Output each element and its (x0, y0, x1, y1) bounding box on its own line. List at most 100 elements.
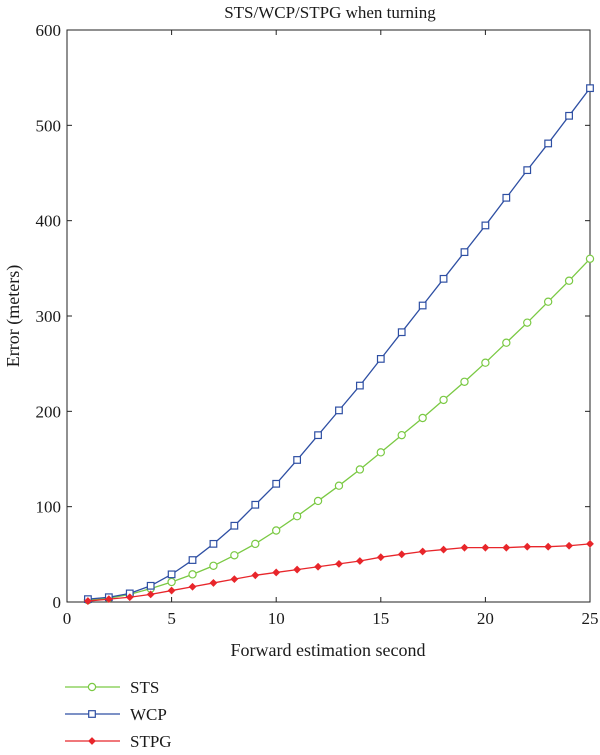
series-stpg (84, 539, 594, 605)
data-point-stpg (251, 571, 260, 580)
legend-item-stpg: STPG (65, 732, 172, 751)
data-point-stpg (586, 539, 594, 548)
data-point-wcp (230, 521, 239, 530)
data-point-wcp (335, 406, 343, 415)
x-axis-ticks: 0 5 10 15 20 25 (63, 30, 599, 628)
data-point-wcp (209, 539, 218, 548)
data-point-sts (230, 551, 239, 560)
data-point-wcp (418, 301, 427, 310)
data-point-wcp (586, 84, 594, 93)
series-sts (83, 254, 595, 605)
x-tick-label: 0 (63, 609, 72, 628)
data-point-sts (188, 570, 197, 579)
data-point-wcp (188, 556, 197, 564)
legend-label-stpg: STPG (130, 732, 172, 751)
data-point-wcp (355, 381, 364, 390)
y-axis-ticks: 0 100 200 300 400 500 600 (36, 21, 590, 612)
data-point-wcp (544, 139, 553, 148)
data-point-stpg (355, 557, 364, 565)
x-axis-label: Forward estimation second (231, 640, 426, 660)
y-tick-label: 200 (36, 402, 62, 421)
data-point-wcp (523, 166, 532, 175)
data-point-stpg (544, 542, 553, 551)
x-tick-label: 25 (582, 609, 599, 628)
series-wcp (84, 84, 594, 604)
data-point-wcp (314, 431, 322, 440)
y-tick-label: 400 (36, 212, 62, 231)
data-point-sts (292, 512, 302, 521)
data-point-sts (481, 358, 490, 367)
data-point-stpg (335, 559, 343, 568)
data-point-wcp (376, 355, 385, 363)
data-point-sts (313, 496, 323, 506)
data-point-sts (523, 318, 532, 327)
legend-label-sts: STS (130, 678, 159, 697)
legend-item-wcp: WCP (65, 705, 167, 724)
data-point-sts (334, 481, 344, 490)
x-tick-label: 10 (268, 609, 285, 628)
x-tick-label: 20 (477, 609, 494, 628)
data-point-stpg (397, 550, 406, 559)
legend-marker-stpg (88, 737, 96, 745)
data-point-sts (167, 577, 176, 587)
data-point-wcp (293, 456, 302, 464)
data-point-sts (585, 254, 595, 263)
data-point-stpg (167, 586, 176, 595)
legend-label-wcp: WCP (130, 705, 167, 724)
data-point-sts (418, 413, 427, 423)
y-axis-label: Error (meters) (3, 265, 24, 367)
data-point-stpg (188, 582, 197, 591)
data-point-sts (272, 526, 281, 535)
data-point-stpg (272, 568, 281, 577)
data-point-stpg (104, 595, 113, 604)
series-line-sts (87, 258, 591, 601)
data-point-stpg (460, 543, 469, 552)
series-layer (83, 84, 595, 605)
data-point-stpg (293, 565, 302, 574)
data-point-wcp (460, 248, 469, 257)
data-point-stpg (84, 597, 92, 605)
data-point-stpg (523, 542, 532, 551)
y-tick-label: 600 (36, 21, 62, 40)
x-tick-label: 5 (167, 609, 176, 628)
data-point-sts (460, 377, 469, 386)
data-point-wcp (251, 500, 260, 509)
x-tick-label: 15 (372, 609, 389, 628)
series-line-wcp (87, 87, 591, 600)
data-point-sts (397, 430, 406, 440)
y-tick-label: 0 (53, 593, 62, 612)
y-tick-label: 500 (36, 116, 62, 135)
data-point-wcp (502, 193, 511, 202)
data-point-stpg (565, 541, 573, 550)
chart-title: STS/WCP/STPG when turning (224, 3, 436, 22)
data-point-sts (439, 395, 448, 405)
y-tick-label: 300 (36, 307, 62, 326)
data-point-wcp (439, 274, 448, 283)
data-point-wcp (272, 479, 281, 488)
y-tick-label: 100 (36, 498, 62, 517)
data-point-stpg (376, 553, 385, 562)
data-point-sts (502, 338, 511, 347)
data-point-wcp (397, 328, 406, 337)
series-line-stpg (87, 543, 591, 602)
data-point-stpg (502, 543, 511, 552)
data-point-sts (564, 276, 574, 285)
legend: STS WCP STPG (65, 678, 172, 751)
data-point-wcp (146, 581, 155, 590)
data-point-stpg (314, 562, 322, 571)
data-point-sts (355, 465, 365, 474)
data-point-wcp (565, 111, 573, 120)
plot-area (66, 29, 591, 603)
data-point-stpg (230, 575, 239, 584)
data-point-stpg (209, 579, 218, 587)
data-point-stpg (125, 593, 134, 602)
data-point-sts (543, 297, 553, 306)
data-point-stpg (146, 590, 155, 599)
data-point-wcp (481, 221, 490, 230)
data-point-stpg (418, 547, 427, 556)
data-point-stpg (481, 543, 490, 552)
legend-marker-wcp (88, 710, 96, 718)
data-point-stpg (439, 545, 448, 554)
data-point-sts (251, 539, 260, 549)
